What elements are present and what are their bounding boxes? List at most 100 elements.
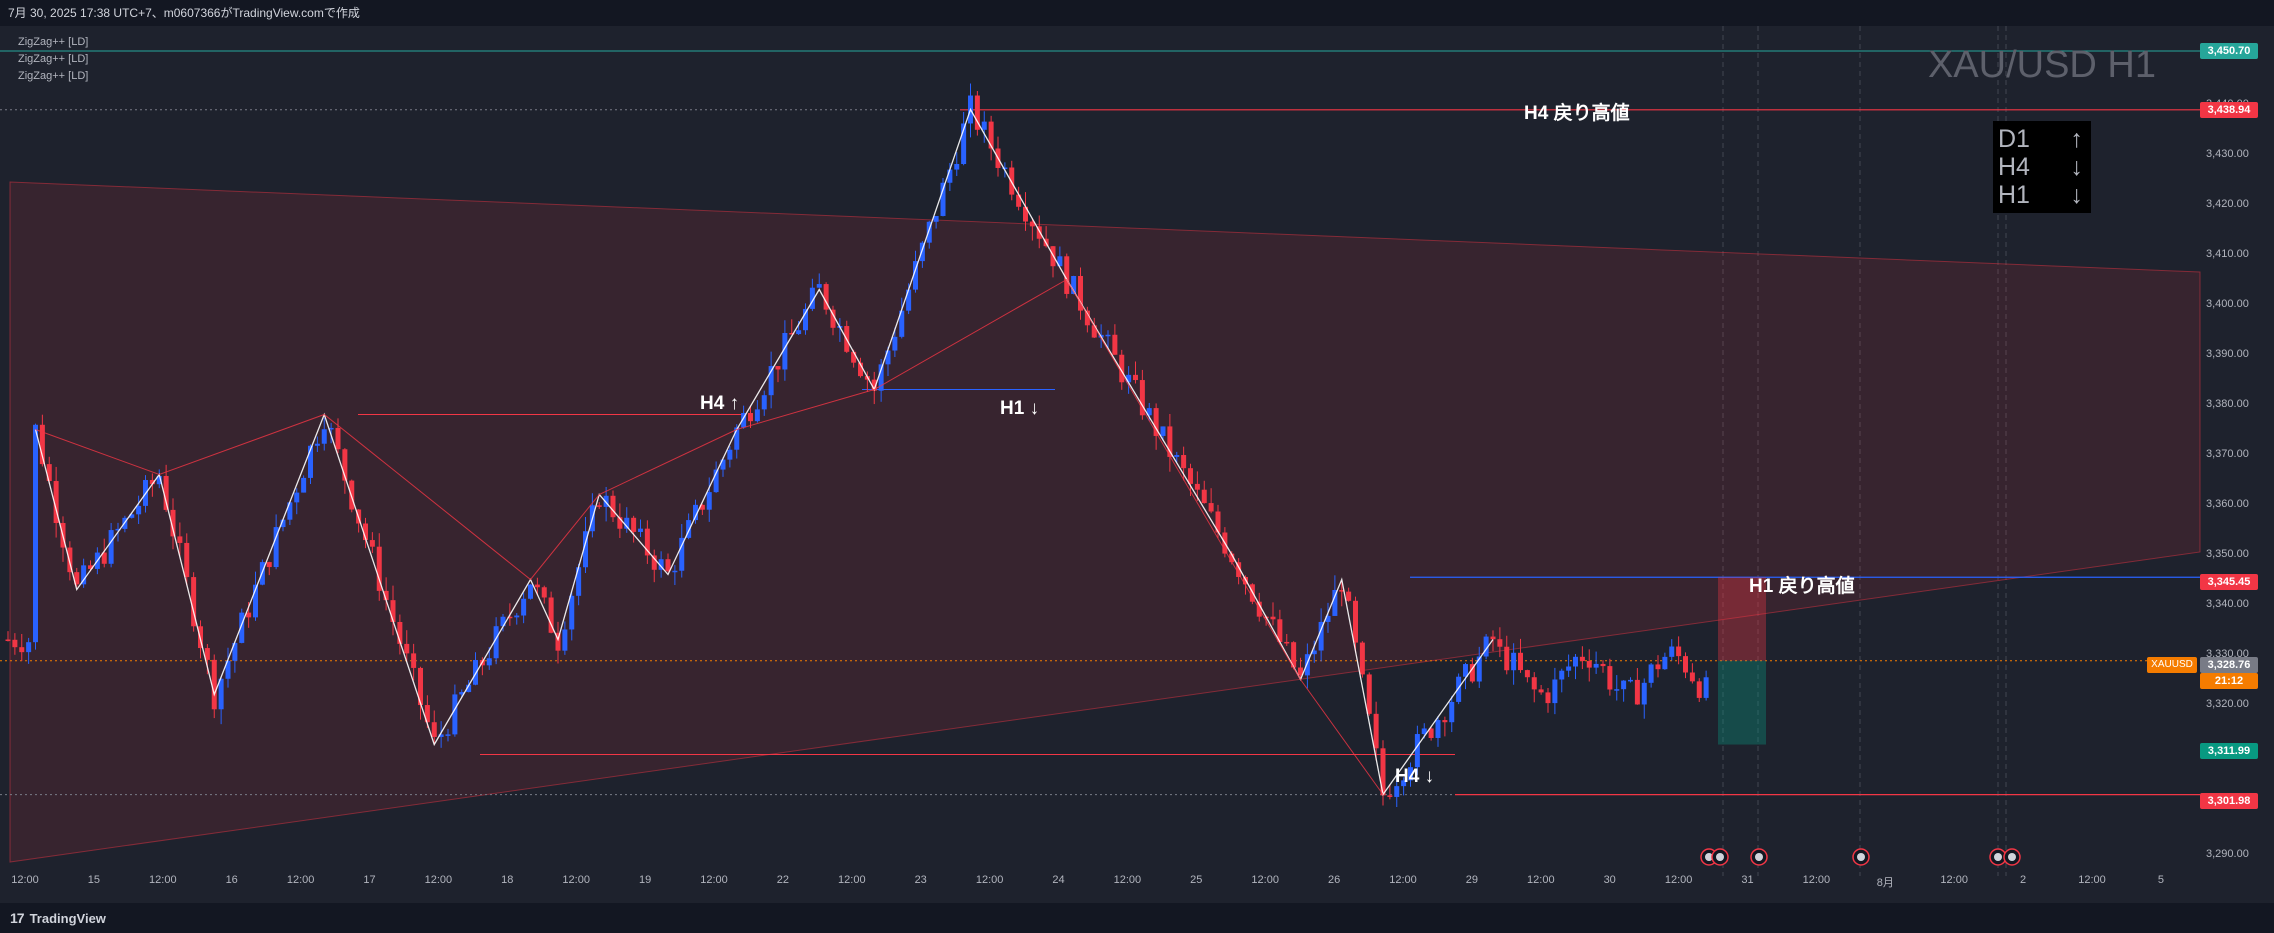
candle-body [1497,639,1503,647]
candle-body [528,584,533,599]
time-tick-label: 24 [1052,874,1065,886]
price-tick-label: 3,350.00 [2206,547,2249,560]
indicator-item[interactable]: ZigZag++ [LD] [18,36,89,48]
price-chart[interactable] [0,26,2274,903]
candle-body [459,692,465,695]
time-tick-label: 16 [225,874,238,886]
candle-body [974,95,980,130]
candle-body [913,261,918,290]
candle-body [424,705,430,723]
candle-body [988,121,994,149]
candle-body [1188,468,1193,484]
candle-body [53,481,59,523]
candle-body [1524,670,1530,678]
candle-body [1428,728,1434,738]
candle-body [954,163,960,170]
trend-table: D1 ↑ H4 ↓ H1 ↓ [1993,121,2091,213]
tradingview-logo[interactable]: 17 TradingView [10,910,106,926]
candle-body [1669,646,1675,657]
candle-body [1353,600,1358,643]
candle-body [1662,656,1668,670]
candle-body [1703,677,1709,698]
candle-body [1414,734,1420,768]
indicator-item[interactable]: ZigZag++ [LD] [18,70,89,82]
candle-body [149,480,155,485]
channel-zone [9,181,2201,863]
candle-body [1084,310,1090,326]
time-tick-label: 30 [1603,874,1616,886]
candle-body [74,572,80,585]
arrow-up-icon: ↑ [2070,125,2084,153]
candle-body [1621,680,1627,690]
candle-body [1579,656,1585,662]
time-tick-label: 12:00 [700,874,728,886]
candle-body [1511,652,1517,671]
candle-body [1071,276,1077,294]
candle-body [12,639,18,648]
candle-body [1126,374,1132,383]
candle-body [1139,380,1145,416]
candle-body [651,555,657,570]
flag-icon [1994,853,2002,861]
candle-body [1181,455,1187,469]
candle-body [1490,636,1496,640]
time-tick-label: 2 [2020,874,2027,886]
candle-body [610,495,616,518]
candle-body [1676,646,1682,657]
candle-body [1552,679,1558,704]
candle-body [823,284,829,310]
candle-body [624,517,630,529]
candle-body [438,734,444,737]
candle-body [1593,663,1599,668]
time-tick-label: 17 [363,874,376,886]
candle-body [1573,656,1578,667]
candle-body [1641,682,1647,705]
candle-body [191,577,197,627]
candle-body [699,504,705,510]
candle-body [163,475,169,510]
candle-body [885,350,891,365]
h4-down-label: H4 ↓ [1395,766,1435,787]
candle-body [33,424,38,643]
time-tick-label: 12:00 [1113,874,1142,886]
candle-body [617,517,623,529]
price-tick-label: 3,340.00 [2206,597,2249,610]
time-tick-label: 23 [914,874,927,886]
candle-body [809,287,815,309]
candle-body [301,477,307,493]
candle-body [1284,641,1290,644]
arrow-down-icon: ↓ [2070,181,2084,209]
h1-high-label: H1 戻り高値 [1749,576,1855,597]
candle-body [81,565,87,585]
time-tick-label: 31 [1741,874,1754,886]
candle-body [129,514,135,518]
candle-body [514,615,520,618]
candle-body [39,424,45,465]
time-tick-label: 26 [1327,874,1341,886]
candle-body [1002,167,1008,170]
candle-body [369,540,375,547]
candle-body [727,449,733,460]
candle-body [1194,483,1200,490]
candle-body [204,648,210,660]
candle-body [583,531,588,568]
price-tag-target: 3,311.99 [2200,743,2258,759]
price-tag-h1-high: 3,345.45 [2200,574,2258,590]
time-tick-label: 15 [87,874,101,886]
chart-area[interactable] [0,26,2274,903]
candle-body [101,552,107,564]
candle-body [761,395,767,410]
flag-icon [1857,853,1865,861]
candle-body [899,310,905,337]
candle-body [294,492,300,503]
candle-body [775,366,781,370]
candle-body [693,504,698,521]
indicator-item[interactable]: ZigZag++ [LD] [18,53,89,65]
price-tick-label: 3,400.00 [2206,297,2249,310]
candle-body [411,653,417,668]
candle-body [1318,621,1324,651]
candle-body [1208,503,1214,512]
time-tick-label: 29 [1465,874,1479,886]
flag-icon [1716,853,1724,861]
candle-body [266,562,272,568]
